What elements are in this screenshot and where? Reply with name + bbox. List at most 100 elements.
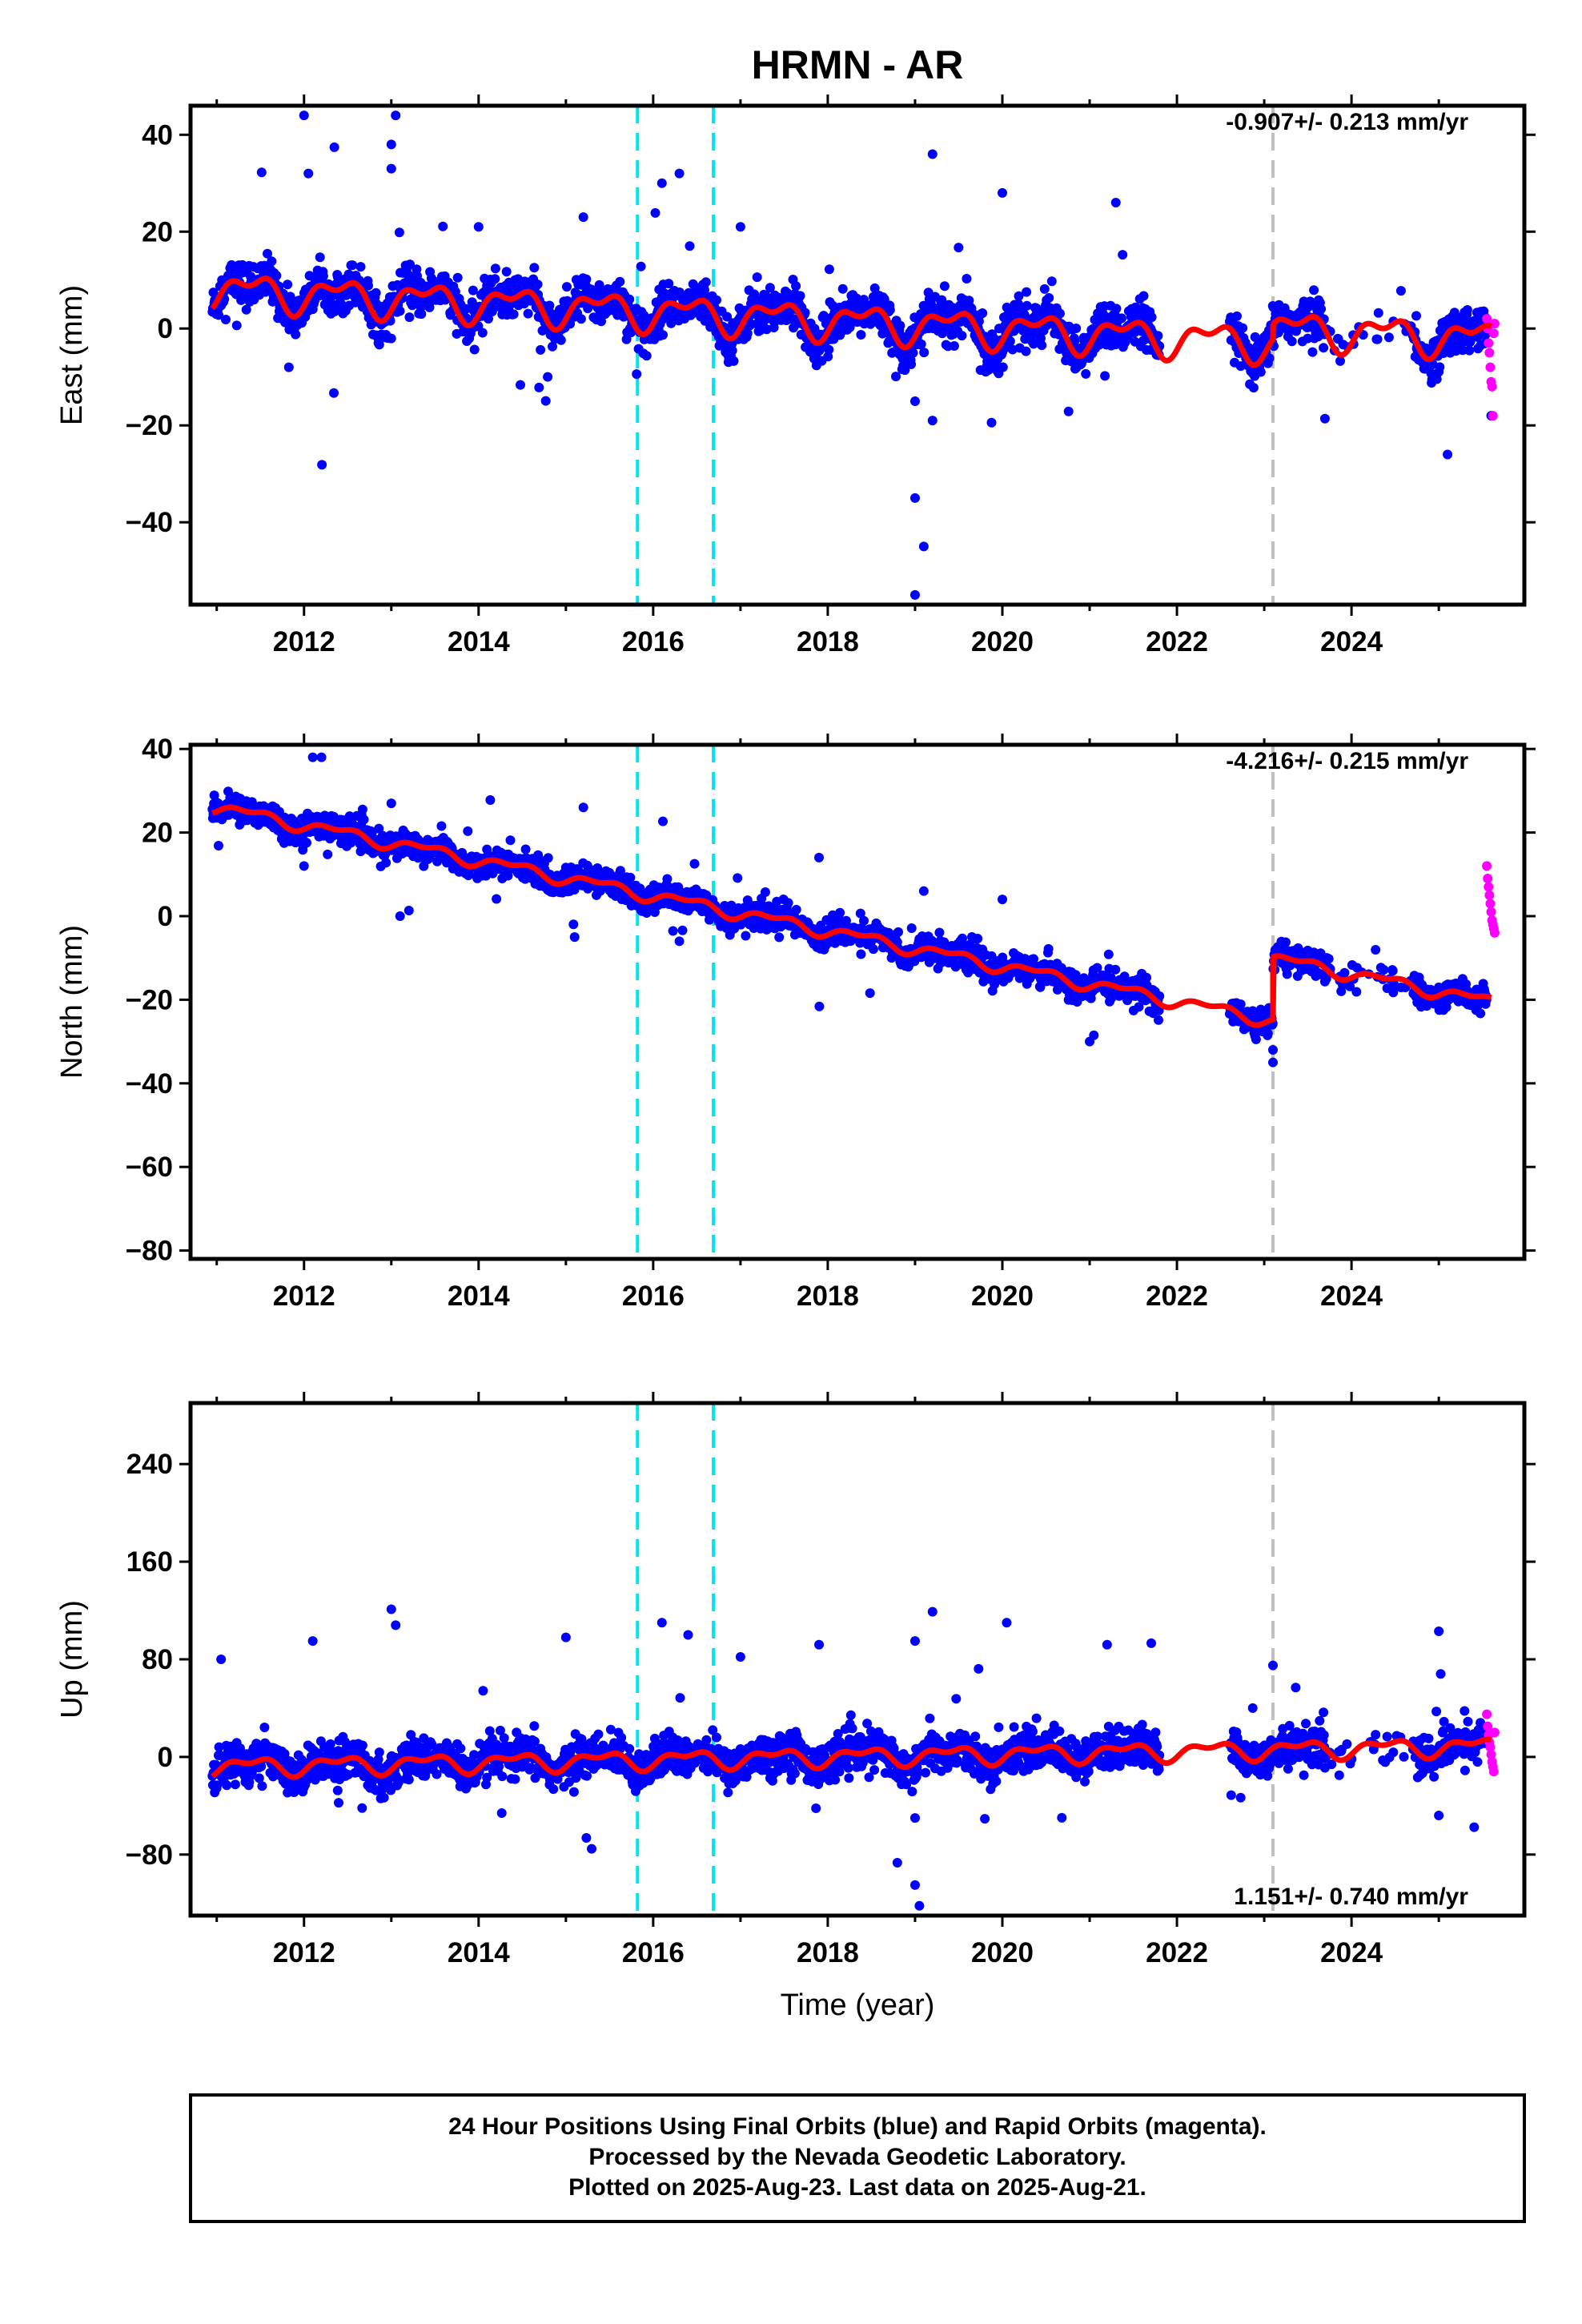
chart-title: HRMN - AR [752, 42, 964, 87]
data-point [468, 285, 478, 296]
data-point [1117, 313, 1126, 324]
data-point [1039, 283, 1050, 294]
x-tick-label: 2020 [971, 1937, 1034, 1968]
y-tick-label: 0 [158, 1742, 173, 1773]
data-point [1351, 987, 1362, 997]
y-tick-label: −40 [126, 1068, 173, 1100]
data-point [1232, 311, 1242, 321]
data-point [359, 814, 369, 825]
data-point [1303, 333, 1313, 344]
north-panel: 2012 2014 2016 2018 2020 2022 202440200−20−40−… [55, 734, 1536, 1312]
rapid-orbit-point [1485, 362, 1496, 372]
data-point [978, 308, 988, 318]
data-point [1383, 332, 1394, 343]
data-point [490, 274, 500, 284]
data-point [1110, 964, 1121, 975]
data-point [1264, 353, 1275, 364]
data-point [329, 142, 339, 152]
data-point [1029, 339, 1038, 349]
data-point [1316, 304, 1327, 314]
rapid-orbit-point [1488, 328, 1499, 339]
data-point [939, 281, 950, 292]
data-point [548, 341, 557, 352]
final-orbit-points [207, 111, 1496, 600]
data-point [386, 333, 396, 344]
data-point [485, 795, 496, 805]
data-point [1118, 250, 1128, 260]
data-point [1251, 1034, 1261, 1044]
data-point [371, 287, 381, 298]
north-rate-label: -4.216+/- 0.215 mm/yr [1226, 748, 1468, 774]
data-point [302, 838, 311, 848]
data-point [536, 344, 546, 355]
data-point [416, 309, 427, 320]
data-point [1379, 965, 1389, 975]
rapid-orbit-point [1486, 907, 1496, 917]
data-point [452, 272, 463, 283]
data-point [1022, 287, 1032, 297]
data-point [323, 849, 333, 859]
data-point [347, 260, 358, 271]
data-point [329, 388, 339, 398]
data-point [632, 369, 642, 380]
data-point [1335, 356, 1345, 366]
y-tick-label: −20 [126, 984, 173, 1015]
data-point [856, 949, 866, 959]
data-point [263, 248, 272, 259]
data-point [868, 944, 878, 955]
data-point [1431, 374, 1442, 384]
data-point [505, 835, 516, 846]
y-tick-label: −60 [126, 1152, 173, 1183]
data-point [855, 908, 865, 919]
outlier-point [1085, 1036, 1095, 1047]
x-tick-label: 2020 [971, 1281, 1034, 1312]
outlier-point [391, 111, 401, 121]
outlier-point [303, 168, 314, 179]
rapid-orbit-point [1485, 899, 1496, 909]
data-point [722, 312, 733, 322]
data-point [677, 925, 688, 935]
rapid-orbit-point [1488, 411, 1498, 421]
data-point [374, 340, 384, 350]
data-point [271, 271, 282, 281]
data-point [741, 931, 751, 941]
data-point [685, 241, 695, 251]
data-point [1309, 285, 1319, 296]
outlier-point [386, 139, 396, 150]
y-tick-label: −20 [126, 410, 173, 441]
data-point [529, 263, 540, 273]
data-point [765, 283, 775, 293]
outlier-point [578, 802, 588, 813]
data-point [1070, 336, 1080, 346]
data-point [1395, 286, 1406, 296]
x-tick-label: 2024 [1320, 1937, 1383, 1968]
rapid-orbit-point [1484, 338, 1494, 348]
data-point [1462, 305, 1472, 315]
x-tick-label: 2022 [1146, 1937, 1208, 1968]
data-point [1307, 347, 1318, 357]
data-point [783, 898, 793, 908]
data-point [363, 280, 373, 291]
y-tick-label: 20 [142, 216, 173, 247]
data-point [1154, 1015, 1163, 1025]
data-point [658, 330, 668, 340]
data-point [596, 316, 606, 327]
data-point [355, 262, 366, 272]
outlier-point [1110, 197, 1121, 207]
rapid-orbit-point [1489, 927, 1500, 938]
rapid-orbit-point [1483, 874, 1493, 884]
data-point [954, 243, 964, 253]
data-point [231, 320, 242, 331]
outlier-point [386, 798, 396, 809]
rapid-orbit-point [1484, 890, 1495, 900]
data-point [581, 274, 592, 284]
data-point [508, 309, 519, 320]
data-point [615, 276, 625, 287]
data-point [733, 873, 743, 883]
outlier-point [1267, 1045, 1278, 1055]
data-point [523, 308, 533, 319]
x-tick-label: 2012 [273, 626, 335, 657]
rapid-orbit-point [1482, 861, 1492, 871]
data-point [1043, 943, 1054, 954]
data-point [450, 287, 460, 297]
